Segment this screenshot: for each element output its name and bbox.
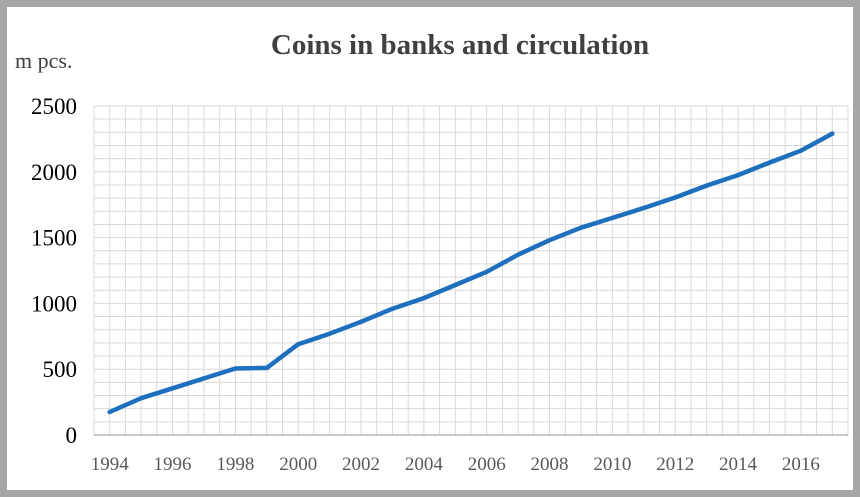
data-point — [735, 172, 741, 178]
x-axis-ticks: 1994 1996 1998 2000 2002 2004 2006 2008 2010 2012… — [91, 454, 820, 475]
data-point — [767, 160, 772, 165]
x-tick-label: 2014 — [719, 454, 758, 475]
data-point — [233, 366, 238, 371]
y-unit-label: m pcs. — [15, 48, 72, 73]
data-point — [170, 386, 175, 391]
y-axis-ticks: 0 500 1000 1500 2000 2500 — [31, 94, 77, 448]
x-tick-label: 1996 — [154, 454, 192, 475]
data-point — [578, 225, 584, 230]
y-tick-label: 0 — [66, 423, 78, 448]
x-tick-label: 2004 — [405, 454, 444, 475]
data-point — [704, 183, 709, 188]
data-point — [201, 376, 207, 381]
data-point — [547, 238, 552, 243]
x-tick-label: 2002 — [342, 454, 380, 475]
data-point — [673, 195, 678, 200]
x-tick-label: 2006 — [468, 454, 506, 475]
x-tick-label: 2016 — [782, 454, 820, 475]
chart-frame: Coins in banks and circulation m pcs. 0 5… — [7, 7, 853, 490]
data-point — [358, 319, 364, 325]
series-layer — [107, 131, 835, 415]
data-point — [327, 331, 332, 336]
data-point — [830, 131, 835, 136]
line-chart: Coins in banks and circulation m pcs. 0 5… — [15, 29, 849, 475]
series-line — [107, 131, 835, 415]
y-tick-label: 1000 — [31, 291, 77, 316]
data-point — [515, 252, 521, 257]
x-tick-label: 1998 — [216, 454, 254, 475]
data-point — [798, 148, 804, 153]
data-point — [107, 409, 112, 415]
data-point — [421, 295, 427, 301]
data-point — [296, 341, 301, 347]
data-point — [390, 306, 395, 311]
gridlines — [93, 105, 849, 435]
data-point — [453, 282, 458, 288]
data-point — [610, 215, 615, 221]
y-tick-label: 2000 — [31, 160, 77, 185]
x-tick-label: 2012 — [656, 454, 694, 475]
x-tick-label: 2010 — [593, 454, 631, 475]
data-point — [264, 365, 269, 371]
data-point — [484, 269, 489, 275]
x-tick-label: 2000 — [279, 454, 317, 475]
y-tick-label: 2500 — [31, 94, 77, 119]
chart-title: Coins in banks and circulation — [271, 29, 649, 61]
data-point — [641, 205, 646, 211]
y-tick-label: 500 — [43, 357, 78, 382]
data-point — [138, 395, 144, 401]
y-tick-label: 1500 — [31, 226, 77, 251]
x-tick-label: 1994 — [91, 454, 130, 475]
x-tick-label: 2008 — [531, 454, 569, 475]
